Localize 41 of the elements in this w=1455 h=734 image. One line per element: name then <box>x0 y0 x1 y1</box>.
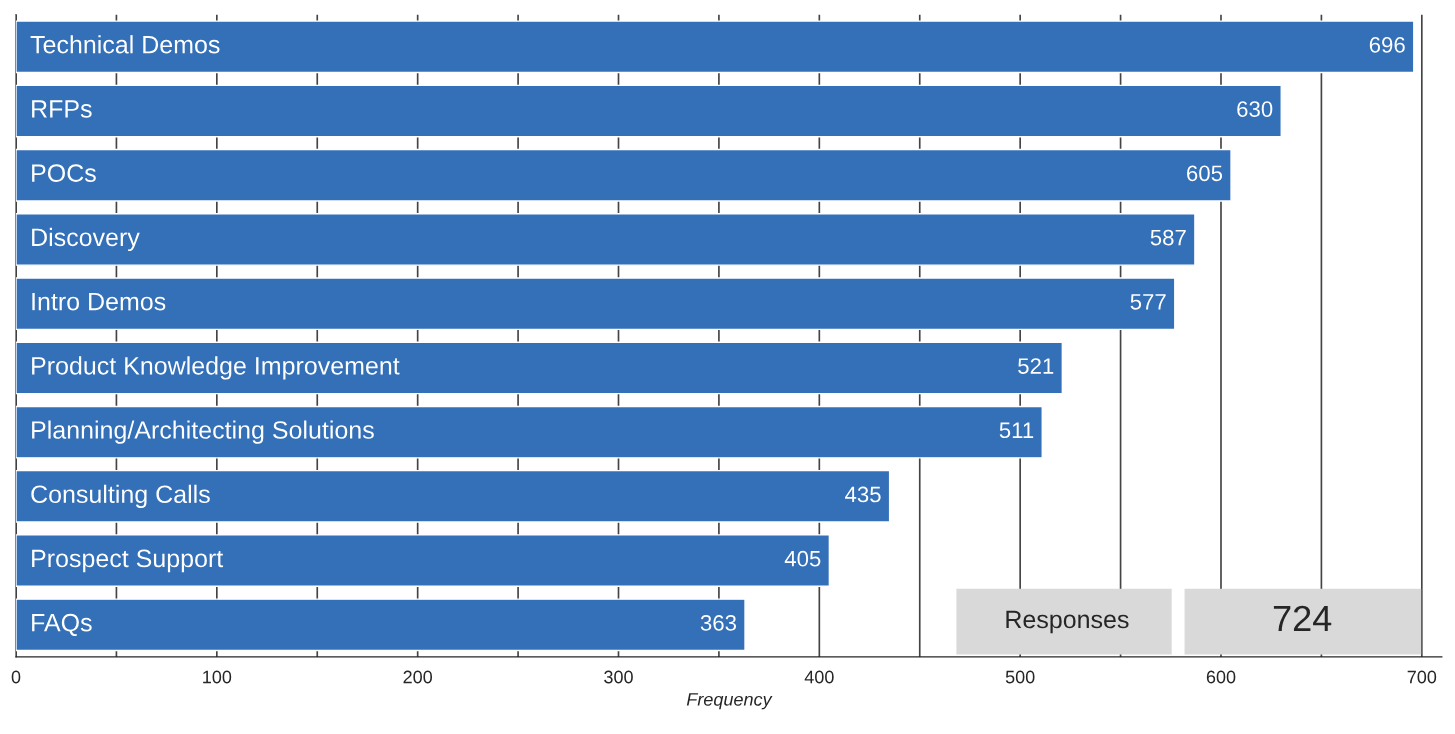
bar <box>16 20 1415 74</box>
bar <box>16 534 831 587</box>
y-tick-label: Product Knowledge Improvement <box>32 356 400 380</box>
data-label: 521 <box>1018 358 1054 374</box>
x-tick-label: 700 <box>1407 670 1437 684</box>
bar <box>16 148 1232 202</box>
data-label: 587 <box>1150 229 1186 246</box>
y-tick-label: RFPs <box>32 100 92 118</box>
x-tick-label: 300 <box>604 670 633 684</box>
x-tick-label: 100 <box>203 670 232 684</box>
x-tick-label: 600 <box>1206 670 1236 684</box>
y-tick-label: FAQs <box>32 613 92 637</box>
annotation: Responses <box>1006 610 1129 634</box>
data-label: 696 <box>1369 37 1405 53</box>
x-tick-label: 400 <box>804 670 834 684</box>
bar <box>16 598 746 652</box>
y-tick-label: Intro Demos <box>32 292 166 311</box>
y-tick-label: POCs <box>32 164 96 182</box>
y-tick-label: Prospect Support <box>32 549 224 573</box>
bar <box>16 341 1064 395</box>
y-tick-label: Discovery <box>32 227 140 252</box>
data-label: 363 <box>700 615 737 631</box>
annotation: 724 <box>1273 605 1332 631</box>
bar <box>16 84 1282 138</box>
bar <box>16 405 1043 459</box>
y-tick-label: Consulting Calls <box>31 484 210 509</box>
x-tick-label: 500 <box>1005 670 1035 684</box>
y-tick-label: Technical Demos <box>30 35 220 54</box>
data-label: 605 <box>1187 165 1223 182</box>
data-label: 405 <box>784 550 821 567</box>
data-label: 435 <box>845 486 881 503</box>
bar <box>16 469 891 523</box>
data-label: 511 <box>999 422 1034 439</box>
x-axis-title: Frequency <box>686 693 773 710</box>
bar <box>16 213 1196 266</box>
data-label: 630 <box>1237 101 1273 117</box>
y-tick-label: Planning/Architecting Solutions <box>32 420 374 444</box>
x-tick-label: 0 <box>11 670 21 684</box>
x-tick-label: 200 <box>403 670 433 684</box>
data-label: 577 <box>1130 294 1166 310</box>
bar <box>16 277 1176 331</box>
